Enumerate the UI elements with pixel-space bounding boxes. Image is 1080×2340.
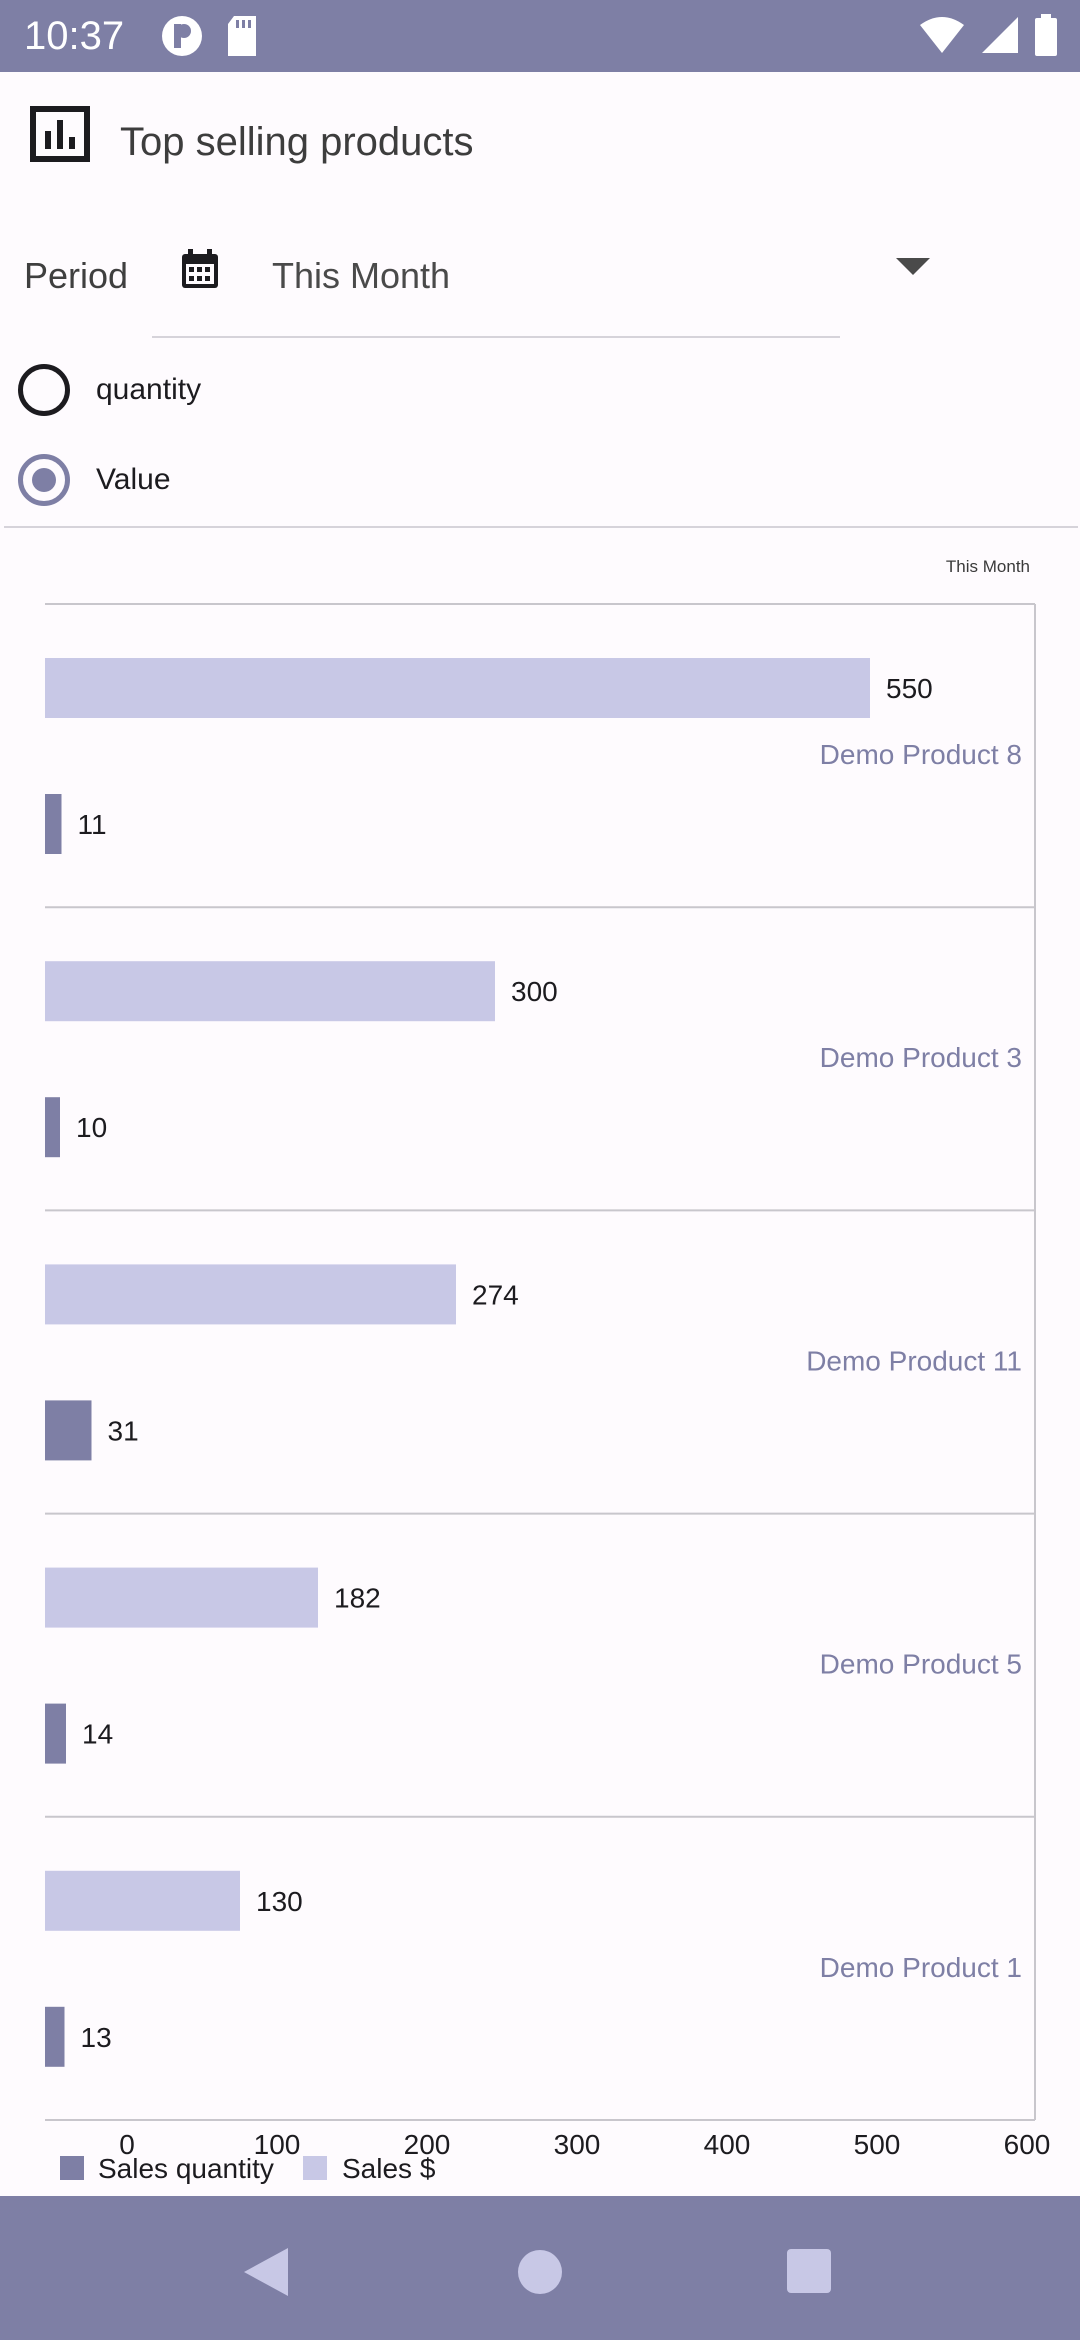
data-label-sales-value: 550 <box>886 673 933 704</box>
chevron-down-icon[interactable] <box>896 258 930 275</box>
calendar-icon[interactable] <box>178 248 222 292</box>
battery-icon <box>1035 14 1057 56</box>
data-label-sales-quantity: 31 <box>108 1415 139 1446</box>
category-label: Demo Product 11 <box>806 1345 1022 1376</box>
back-icon[interactable] <box>238 2244 294 2300</box>
category-label: Demo Product 3 <box>820 1042 1022 1073</box>
radio-button-value[interactable] <box>18 454 70 506</box>
app-header: Top selling products <box>0 72 1080 212</box>
legend-label-sales-value: Sales $ <box>342 2153 436 2184</box>
bar-sales-quantity <box>45 794 62 854</box>
bar-sales-value <box>45 961 495 1022</box>
category-label: Demo Product 5 <box>820 1649 1022 1680</box>
period-value: This Month <box>272 255 451 296</box>
data-label-sales-value: 274 <box>472 1279 519 1310</box>
bar-sales-value <box>45 1264 456 1325</box>
page-title: Top selling products <box>120 120 474 164</box>
bar-sales-value <box>45 658 870 718</box>
category-label: Demo Product 1 <box>820 1952 1022 1983</box>
x-tick-label: 0 <box>119 2129 135 2160</box>
data-label-sales-value: 300 <box>511 976 558 1007</box>
period-filter: Period This Month <box>0 230 1080 340</box>
x-tick-label: 600 <box>1004 2129 1051 2160</box>
category-label: Demo Product 8 <box>820 739 1022 770</box>
period-dropdown[interactable]: This Month <box>152 230 930 338</box>
bar-sales-quantity <box>45 1400 92 1461</box>
data-label-sales-quantity: 13 <box>81 2022 112 2053</box>
navigation-bar <box>0 2196 1080 2340</box>
data-label-sales-value: 182 <box>334 1583 381 1614</box>
radio-label-quantity: quantity <box>96 373 202 406</box>
x-tick-label: 500 <box>854 2129 901 2160</box>
x-tick-label: 200 <box>404 2129 451 2160</box>
recents-icon[interactable] <box>786 2248 832 2294</box>
data-label-sales-value: 130 <box>256 1886 303 1917</box>
legend-swatch-sales-value <box>303 2156 327 2180</box>
bar-chart: This Month 550 Demo Product 8 11 300 Demo Pro… <box>45 557 1051 2184</box>
radio-label-value: Value <box>96 463 171 496</box>
bar-sales-value <box>45 1870 240 1931</box>
sales-chart: This Month 550 Demo Product 8 11 300 Demo Pro… <box>0 530 1080 2190</box>
bar-sales-quantity <box>45 1097 60 1158</box>
legend-label-sales-quantity: Sales quantity <box>98 2153 274 2184</box>
x-tick-label: 300 <box>554 2129 601 2160</box>
bar-sales-value <box>45 1567 318 1628</box>
data-label-sales-quantity: 14 <box>82 1719 113 1750</box>
radio-button-quantity[interactable] <box>18 364 70 416</box>
x-tick-label: 400 <box>704 2129 751 2160</box>
legend-swatch-sales-quantity <box>60 2156 84 2180</box>
radio-quantity[interactable]: quantity <box>0 354 1080 434</box>
period-label: Period <box>24 255 129 296</box>
status-bar: 10:37 <box>0 0 1080 72</box>
sd-card-icon <box>228 16 256 56</box>
x-tick-label: 100 <box>254 2129 301 2160</box>
radio-value[interactable]: Value <box>0 444 1080 524</box>
status-time: 10:37 <box>24 14 125 58</box>
data-label-sales-quantity: 10 <box>76 1112 107 1143</box>
bar-sales-quantity <box>45 1703 66 1764</box>
divider <box>4 526 1078 528</box>
bar-chart-icon <box>30 106 90 162</box>
chart-title: This Month <box>946 557 1030 576</box>
signal-icon <box>982 17 1018 53</box>
wifi-icon <box>920 17 964 53</box>
home-icon[interactable] <box>516 2248 564 2296</box>
bar-sales-quantity <box>45 2006 65 2067</box>
app-notification-icon <box>162 16 202 56</box>
data-label-sales-quantity: 11 <box>78 809 107 840</box>
